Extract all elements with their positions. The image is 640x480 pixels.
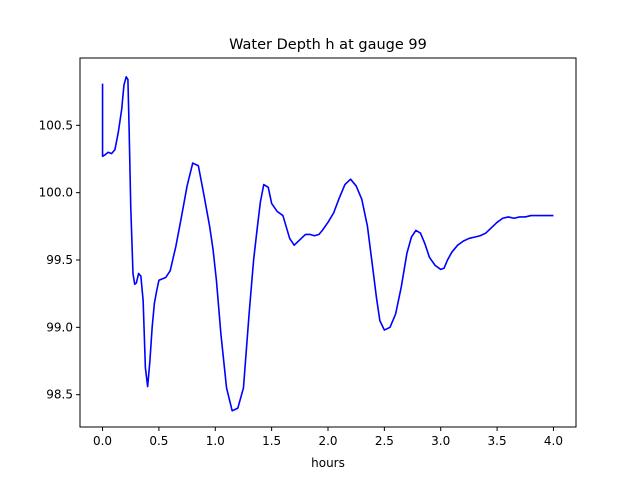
chart-title: Water Depth h at gauge 99 xyxy=(229,37,427,53)
y-tick-label: 99.0 xyxy=(46,320,73,334)
axes-frame xyxy=(79,57,577,428)
x-tick-label: 3.0 xyxy=(431,434,450,448)
series-line-0 xyxy=(101,76,554,412)
x-axis-label: hours xyxy=(311,456,345,470)
y-tick-label: 100.5 xyxy=(39,118,73,132)
x-tick-label: 4.0 xyxy=(544,434,563,448)
plot-area xyxy=(101,76,554,412)
x-tick-label: 0.0 xyxy=(93,434,112,448)
y-tick-label: 100.0 xyxy=(39,186,73,200)
y-tick-label: 98.5 xyxy=(46,388,73,402)
x-axis: 0.0 0.5 1.0 1.5 2.0 2.5 3.0 3.5 4.0 xyxy=(93,427,563,448)
x-tick-label: 0.5 xyxy=(149,434,168,448)
x-tick-label: 2.5 xyxy=(375,434,394,448)
y-tick-label: 99.5 xyxy=(46,253,73,267)
y-axis: 98.5 99.0 99.5 100.0 100.5 xyxy=(39,118,80,402)
x-tick-label: 3.5 xyxy=(488,434,507,448)
x-tick-label: 2.0 xyxy=(318,434,337,448)
x-tick-label: 1.0 xyxy=(206,434,225,448)
x-tick-label: 1.5 xyxy=(262,434,281,448)
